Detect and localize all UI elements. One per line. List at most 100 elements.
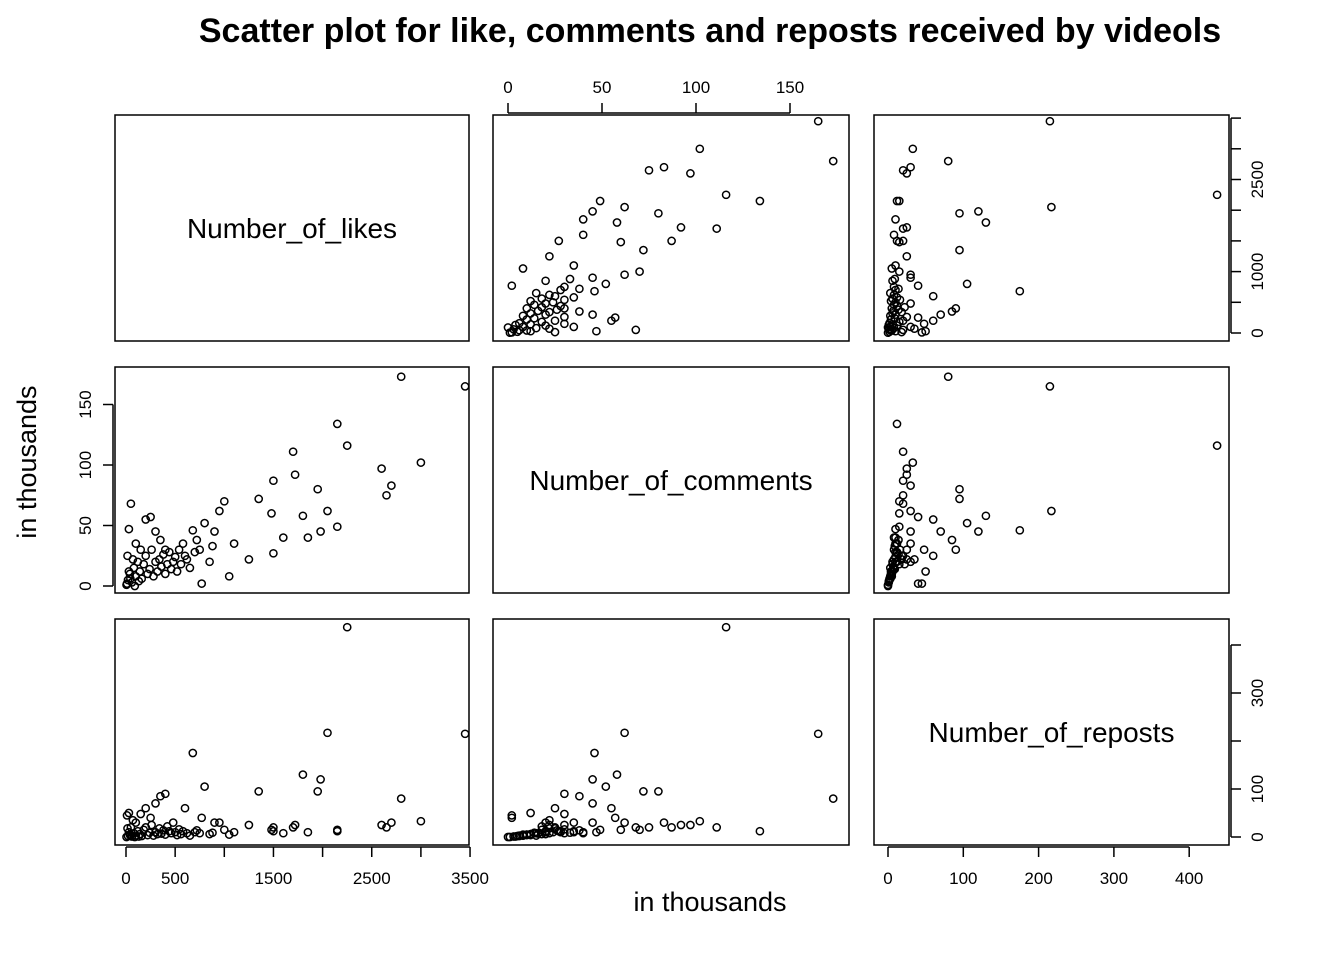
data-point [913, 512, 923, 522]
data-point [569, 322, 579, 332]
data-point [556, 301, 565, 311]
data-point [200, 518, 209, 528]
data-point [180, 803, 190, 813]
data-point [1045, 116, 1055, 126]
data-point [298, 511, 308, 521]
data-point [128, 815, 138, 825]
data-point [951, 545, 961, 555]
data-point [560, 789, 569, 799]
data-point [511, 832, 520, 841]
data-point [891, 547, 900, 557]
data-point [894, 196, 904, 206]
data-point [526, 296, 535, 306]
data-point [906, 481, 915, 490]
data-point [569, 818, 579, 827]
data-point [928, 291, 938, 301]
data-point [588, 207, 597, 216]
data-point [518, 311, 528, 321]
data-point [151, 527, 160, 536]
data-point [197, 579, 207, 588]
data-point [588, 310, 597, 319]
data-point [906, 273, 915, 283]
data-point [639, 245, 648, 255]
tick-label: 200 [1024, 869, 1052, 888]
data-point [511, 320, 520, 330]
panel-comments-vs-reposts [503, 622, 838, 842]
tick-label: 100 [1248, 775, 1267, 803]
data-point [269, 476, 278, 486]
data-point [416, 458, 426, 467]
data-point [828, 794, 838, 803]
data-point [190, 547, 200, 557]
tick-label: 0 [121, 869, 130, 888]
data-point [141, 515, 151, 524]
data-point [565, 274, 575, 284]
data-point [332, 419, 342, 429]
data-point [947, 535, 957, 545]
data-point [575, 307, 584, 316]
diagonal-label-reposts: Number_of_reposts [929, 717, 1175, 748]
data-point [610, 813, 620, 823]
data-point [887, 264, 897, 273]
data-point [182, 555, 192, 564]
data-point [460, 382, 470, 391]
data-point [908, 458, 918, 467]
data-point [590, 748, 599, 758]
data-point [178, 539, 188, 548]
data-point [712, 224, 722, 233]
data-point [192, 535, 202, 545]
data-point [667, 236, 676, 246]
tick-label: 500 [161, 869, 189, 888]
data-point [267, 509, 276, 518]
data-point [526, 326, 535, 336]
data-point [902, 223, 912, 232]
panel-frame-2-1 [492, 618, 850, 846]
data-point [639, 787, 648, 796]
data-point [298, 770, 308, 779]
tick-label: 3500 [451, 869, 489, 888]
data-point [505, 832, 515, 842]
tick-label: 100 [949, 869, 977, 888]
tick-label: 2500 [353, 869, 391, 888]
data-point [123, 551, 132, 561]
data-point [244, 820, 254, 830]
data-point [387, 481, 396, 490]
comments-left-axis: 0 50 100 150 [76, 390, 114, 591]
data-point [955, 245, 964, 255]
data-point [460, 729, 470, 739]
data-point [172, 567, 182, 576]
reposts-right-axis: 0 100 300 [1230, 644, 1267, 842]
reposts-bottom-axis: 0 100 200 300 400 [883, 846, 1203, 888]
data-point [332, 825, 342, 835]
data-point [813, 116, 823, 126]
data-point [921, 567, 930, 576]
data-point [943, 156, 953, 166]
tick-label: 100 [682, 78, 710, 97]
data-point [122, 832, 131, 842]
data-point [919, 319, 929, 329]
panel-frame-2-0 [114, 618, 470, 846]
data-point [556, 285, 565, 295]
data-point [377, 464, 386, 473]
data-point [531, 288, 541, 298]
data-point [906, 162, 915, 172]
data-point [575, 284, 584, 294]
data-point [160, 789, 170, 799]
data-point [526, 309, 535, 318]
data-point [545, 815, 554, 825]
data-point [176, 559, 186, 569]
data-point [667, 823, 676, 832]
chart-title: Scatter plot for like, comments and repo… [199, 12, 1221, 50]
data-point [575, 791, 584, 801]
data-point [172, 830, 182, 840]
tick-label: 50 [593, 78, 612, 97]
data-point [884, 320, 894, 330]
data-point [654, 787, 663, 796]
data-point [894, 284, 903, 294]
tick-label: 0 [1248, 328, 1267, 337]
data-point [898, 499, 908, 509]
data-point [134, 832, 144, 841]
data-point [928, 551, 938, 561]
data-point [518, 264, 528, 273]
data-point [813, 729, 823, 739]
